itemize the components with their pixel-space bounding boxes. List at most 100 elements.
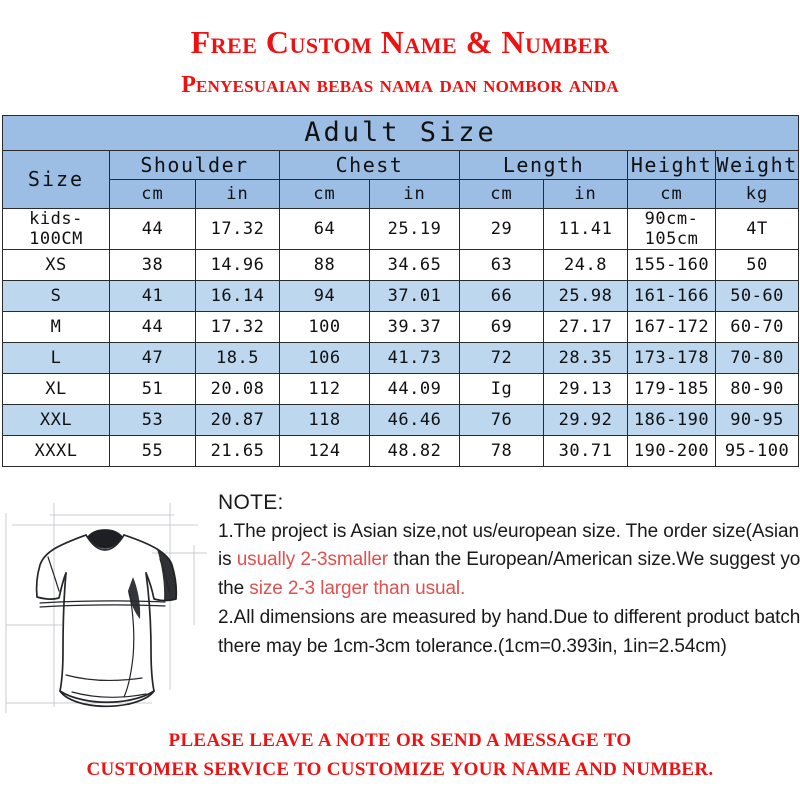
note-line-5: there may be 1cm-3cm tolerance.(1cm=0.39…	[218, 633, 796, 662]
cell-chest-in: 34.65	[369, 248, 460, 281]
cell-chest-cm: 106	[279, 341, 370, 374]
table-group-header-row: Size Shoulder Chest Length Height Weight	[2, 149, 800, 209]
cell-height-cm: 155-160	[627, 248, 716, 281]
note-line-2-suffix: than the European/American size.We sugge…	[393, 549, 800, 571]
cell-shoulder-cm: 41	[109, 279, 196, 312]
cell-length-in: 29.13	[543, 372, 628, 405]
cell-chest-cm: 94	[279, 279, 370, 312]
cell-length-in: 27.17	[543, 310, 628, 343]
table-row: S 41 16.14 94 37.01 66 25.98 161-166 50-…	[2, 279, 800, 312]
table-row: M 44 17.32 100 39.37 69 27.17 167-172 60…	[2, 310, 800, 343]
cell-height-cm: 161-166	[627, 279, 716, 312]
cell-chest-in: 39.37	[369, 310, 460, 343]
footer-line-2: CUSTOMER SERVICE TO CUSTOMIZE YOUR NAME …	[86, 759, 714, 781]
cell-size: XL	[2, 372, 110, 405]
cell-length-in: 11.41	[543, 207, 628, 250]
cell-shoulder-cm: 53	[109, 403, 196, 436]
cell-chest-in: 46.46	[369, 403, 460, 436]
note-line-1-text: 1.The project is Asian size,not us/europ…	[218, 520, 800, 542]
cell-shoulder-cm: 51	[109, 372, 196, 405]
cell-length-cm: 66	[459, 279, 544, 312]
cell-weight-kg: 50	[714, 248, 800, 281]
cell-length-cm: 69	[459, 310, 544, 343]
table-row: XXL 53 20.87 118 46.46 76 29.92 186-190 …	[2, 403, 800, 436]
table-unit-header-row: cm in cm in cm in cm kg	[3, 178, 800, 209]
col-header-height: Height	[627, 149, 716, 180]
table-row: XS 38 14.96 88 34.65 63 24.8 155-160 50	[2, 248, 800, 281]
cell-height-cm: 90cm-105cm	[627, 207, 716, 250]
table-row: L 47 18.5 106 41.73 72 28.35 173-178 70-…	[2, 341, 800, 374]
cell-shoulder-in: 21.65	[195, 434, 280, 467]
cell-length-in: 24.8	[543, 248, 628, 281]
cell-size: L	[2, 341, 110, 374]
cell-shoulder-in: 20.08	[195, 372, 280, 405]
cell-chest-in: 44.09	[369, 372, 460, 405]
unit-length-cm: cm	[459, 178, 544, 209]
cell-length-cm: Ig	[459, 372, 544, 405]
cell-length-in: 30.71	[543, 434, 628, 467]
unit-weight-kg: kg	[714, 178, 800, 209]
cell-size: S	[2, 279, 110, 312]
size-table-wrapper: Adult Size Size Shoulder Chest Length He…	[0, 114, 800, 467]
cell-chest-cm: 124	[279, 434, 370, 467]
cell-length-in: 29.92	[543, 403, 628, 436]
col-header-size: Size	[2, 149, 110, 209]
cell-weight-kg: 70-80	[714, 341, 800, 374]
cell-shoulder-cm: 38	[109, 248, 196, 281]
cell-shoulder-in: 17.32	[195, 207, 280, 250]
cell-length-cm: 63	[459, 248, 544, 281]
cell-size: XXL	[2, 403, 110, 436]
note-line-3-prefix: the	[218, 578, 250, 600]
cell-size: kids-100CM	[2, 207, 110, 250]
cell-length-cm: 76	[459, 403, 544, 436]
unit-chest-cm: cm	[279, 178, 370, 209]
cell-weight-kg: 80-90	[714, 372, 800, 405]
unit-shoulder-cm: cm	[109, 178, 196, 209]
cell-chest-in: 41.73	[369, 341, 460, 374]
cell-shoulder-in: 18.5	[195, 341, 280, 374]
cell-shoulder-in: 20.87	[195, 403, 280, 436]
table-row: kids-100CM 44 17.32 64 25.19 29 11.41 90…	[2, 207, 800, 250]
page-subtitle: Penyesuaian bebas nama dan nombor anda	[181, 71, 619, 98]
cell-height-cm: 179-185	[627, 372, 716, 405]
cell-height-cm: 167-172	[627, 310, 716, 343]
footer-block: PLEASE LEAVE A NOTE OR SEND A MESSAGE TO…	[0, 726, 800, 785]
cell-chest-cm: 64	[279, 207, 370, 250]
table-caption-row: Adult Size	[1, 114, 800, 151]
note-line-3-emphasis: size 2-3 larger than usual.	[249, 578, 466, 600]
col-header-shoulder: Shoulder	[109, 149, 280, 180]
cell-shoulder-in: 14.96	[195, 248, 280, 281]
cell-shoulder-cm: 55	[109, 434, 196, 467]
note-line-3: the size 2-3 larger than usual.	[218, 575, 796, 604]
cell-weight-kg: 95-100	[714, 434, 800, 467]
table-caption: Adult Size	[1, 114, 800, 151]
cell-shoulder-in: 17.32	[195, 310, 280, 343]
size-chart-table: Adult Size Size Shoulder Chest Length He…	[1, 114, 800, 467]
table-row: XL 51 20.08 112 44.09 Ig 29.13 179-185 8…	[2, 372, 800, 405]
note-line-2-prefix: is	[218, 549, 237, 571]
note-line-4-text: 2.All dimensions are measured by hand.Du…	[218, 607, 800, 629]
cell-length-in: 25.98	[543, 279, 628, 312]
col-header-weight: Weight	[714, 149, 800, 180]
note-line-1: 1.The project is Asian size,not us/europ…	[218, 518, 800, 547]
cell-chest-cm: 100	[279, 310, 370, 343]
cell-length-cm: 72	[459, 341, 544, 374]
note-line-2-emphasis: usually 2-3smaller	[236, 549, 389, 571]
cell-shoulder-cm: 44	[109, 207, 196, 250]
table-row: XXXL 55 21.65 124 48.82 78 30.71 190-200…	[2, 434, 800, 467]
cell-height-cm: 173-178	[627, 341, 716, 374]
cell-shoulder-cm: 44	[109, 310, 196, 343]
cell-chest-in: 37.01	[369, 279, 460, 312]
header-block: Free Custom Name & Number Penyesuaian be…	[0, 0, 800, 99]
cell-length-cm: 78	[459, 434, 544, 467]
cell-shoulder-cm: 47	[109, 341, 196, 374]
unit-chest-in: in	[369, 178, 460, 209]
tshirt-line-drawing-icon	[5, 502, 207, 713]
cell-height-cm: 186-190	[627, 403, 716, 436]
cell-shoulder-in: 16.14	[195, 279, 280, 312]
note-line-5-text: there may be 1cm-3cm tolerance.(1cm=0.39…	[218, 636, 727, 658]
cell-height-cm: 190-200	[627, 434, 716, 467]
cell-size: M	[2, 310, 110, 343]
lower-section: NOTE: 1.The project is Asian size,not us…	[0, 485, 800, 725]
tshirt-illustration	[2, 485, 212, 720]
